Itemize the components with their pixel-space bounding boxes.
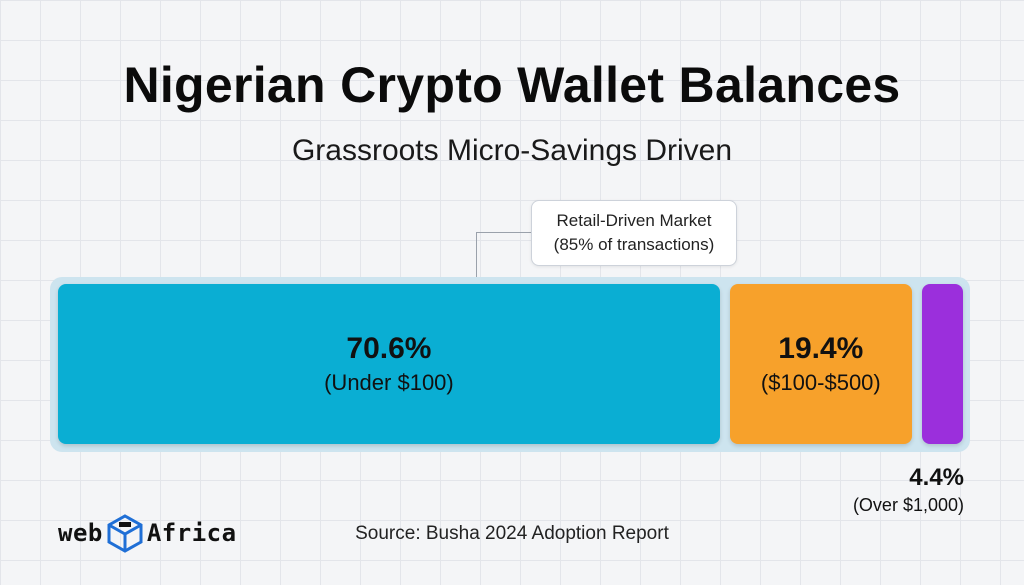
source-note: Source: Busha 2024 Adoption Report bbox=[355, 523, 669, 544]
segment-value-under-100: 70.6% bbox=[346, 332, 432, 365]
segment-range-100-500: ($100-$500) bbox=[760, 370, 881, 395]
logo-text-right: Africa bbox=[146, 519, 237, 547]
cube-logo-icon bbox=[107, 514, 143, 553]
segment-value-100-500: 19.4% bbox=[778, 332, 864, 365]
bar-segment-100-500 bbox=[729, 284, 912, 444]
annotation-line-1: Retail-Driven Market bbox=[556, 211, 712, 230]
segment-range-over-1000: (Over $1,000) bbox=[852, 495, 964, 515]
webafrica-logo: web Africa bbox=[58, 513, 237, 553]
segment-label-under-100: 70.6% (Under $100) bbox=[58, 330, 720, 398]
segment-range-under-100: (Under $100) bbox=[324, 370, 454, 395]
bar-segment-over-1000 bbox=[921, 284, 963, 444]
segment-label-over-1000: 4.4% (Over $1,000) bbox=[818, 463, 964, 517]
segment-value-over-1000: 4.4% bbox=[909, 464, 964, 491]
segment-label-100-500: 19.4% ($100-$500) bbox=[730, 330, 912, 398]
annotation-leader-line bbox=[476, 232, 532, 283]
logo-text-left: web bbox=[58, 519, 103, 547]
annotation-line-2: (85% of transactions) bbox=[553, 235, 715, 254]
annotation-callout: Retail-Driven Market (85% of transaction… bbox=[531, 200, 737, 266]
chart-subtitle: Grassroots Micro-Savings Driven bbox=[291, 134, 733, 167]
bar-segment-under-100 bbox=[58, 284, 720, 444]
chart-title: Nigerian Crypto Wallet Balances bbox=[123, 57, 901, 113]
